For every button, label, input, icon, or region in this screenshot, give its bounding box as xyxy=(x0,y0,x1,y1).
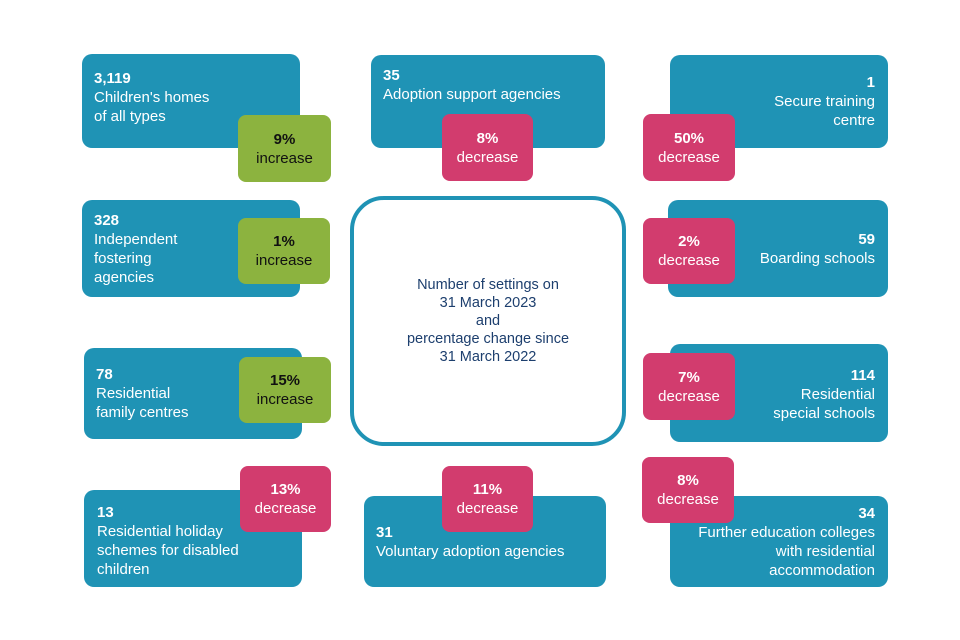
setting-count: 34 xyxy=(858,505,875,522)
setting-label: Residential family centres xyxy=(96,385,189,421)
change-badge-fostering-agencies: 1% increase xyxy=(238,218,330,284)
setting-label: Residential holiday schemes for disabled… xyxy=(97,523,239,578)
change-badge-holiday-schemes: 13% decrease xyxy=(240,466,331,532)
setting-label: Secure training centre xyxy=(774,93,875,129)
setting-card-childrens-homes: 3,119 Children's homes of all types xyxy=(82,54,300,148)
change-direction: increase xyxy=(256,391,314,408)
change-direction: decrease xyxy=(658,387,720,405)
setting-card-fe-colleges: 34 Further education colleges with resid… xyxy=(670,496,888,587)
change-percent: 7% xyxy=(678,368,700,386)
setting-count: 59 xyxy=(858,231,875,248)
change-direction: decrease xyxy=(657,491,719,508)
change-badge-special-schools: 7% decrease xyxy=(643,353,735,420)
change-direction: decrease xyxy=(456,500,519,517)
change-badge-childrens-homes: 9% increase xyxy=(238,115,331,182)
change-percent: 1% xyxy=(273,233,295,250)
change-percent: 8% xyxy=(476,129,499,147)
change-percent: 13% xyxy=(270,481,301,498)
center-summary-text: Number of settings on 31 March 2023 and … xyxy=(406,277,570,365)
change-badge-voluntary-adoption: 11% decrease xyxy=(442,466,533,532)
change-percent: 2% xyxy=(678,233,700,250)
setting-count: 31 xyxy=(376,524,393,541)
center-summary-box: Number of settings on 31 March 2023 and … xyxy=(350,196,626,446)
change-direction: increase xyxy=(255,252,313,269)
change-direction: increase xyxy=(256,149,313,167)
change-badge-family-centres: 15% increase xyxy=(239,357,331,423)
change-direction: decrease xyxy=(658,252,720,269)
setting-label: Children's homes of all types xyxy=(94,89,210,125)
setting-label: Further education colleges with resident… xyxy=(698,524,875,579)
change-percent: 9% xyxy=(273,130,296,148)
setting-label: Residential special schools xyxy=(773,386,875,422)
change-direction: decrease xyxy=(658,148,720,166)
change-direction: decrease xyxy=(254,500,317,517)
setting-label: Boarding schools xyxy=(759,250,875,267)
change-badge-boarding-schools: 2% decrease xyxy=(643,218,735,284)
setting-count: 3,119 xyxy=(94,70,131,87)
setting-count: 328 xyxy=(94,212,120,229)
change-percent: 50% xyxy=(673,129,705,147)
change-badge-adoption-support: 8% decrease xyxy=(442,114,533,181)
change-badge-fe-colleges: 8% decrease xyxy=(642,457,734,523)
change-percent: 8% xyxy=(677,472,699,489)
setting-count: 78 xyxy=(96,366,113,383)
setting-count: 114 xyxy=(850,367,875,384)
change-badge-secure-training: 50% decrease xyxy=(643,114,735,181)
setting-label: Adoption support agencies xyxy=(383,86,561,103)
setting-label: Voluntary adoption agencies xyxy=(376,543,565,560)
setting-count: 35 xyxy=(383,67,400,84)
change-percent: 15% xyxy=(269,372,301,389)
setting-count: 13 xyxy=(97,504,114,521)
setting-count: 1 xyxy=(866,74,875,91)
setting-label: Independent fostering agencies xyxy=(94,231,178,286)
change-direction: decrease xyxy=(456,148,519,166)
change-percent: 11% xyxy=(472,481,503,498)
